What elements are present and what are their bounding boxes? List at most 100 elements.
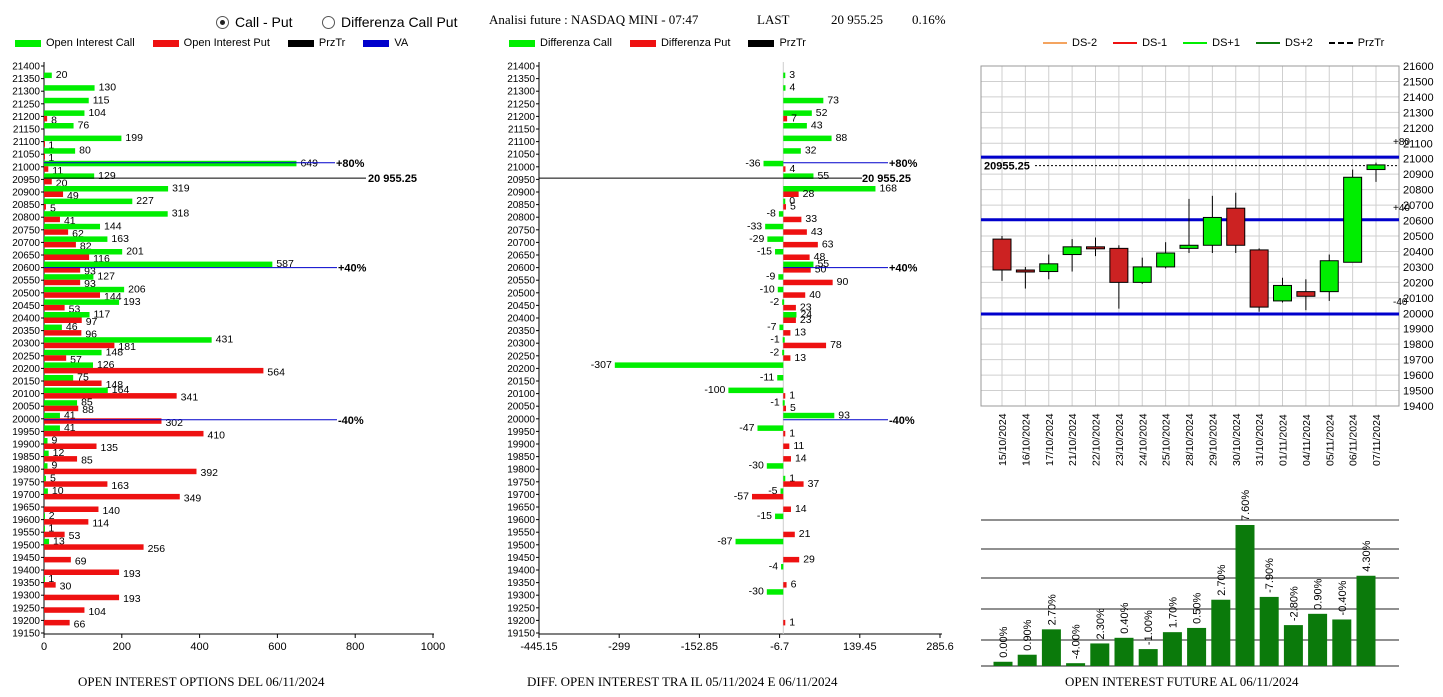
diff-call-bar-label: -29: [749, 233, 764, 245]
y-tick-label: 20600: [12, 263, 40, 274]
legend-candle: DS-2 DS-1 DS+1 DS+2 PrzTr: [1043, 37, 1384, 49]
oi-bar: [1235, 525, 1255, 666]
call-bar-label: 130: [99, 82, 117, 94]
legend-oi: Open Interest Call Open Interest Put Prz…: [15, 37, 408, 49]
call-bar: [44, 337, 212, 343]
put-bar-label: 41: [64, 215, 76, 227]
diff-put-bar-label: 14: [795, 453, 807, 465]
candle-body: [1273, 284, 1292, 302]
diff-put-bar-label: 90: [837, 276, 849, 288]
radio-unselected-icon[interactable]: [322, 15, 335, 29]
y-tick-label: 19800: [507, 465, 535, 476]
candle-body: [992, 238, 1012, 271]
legend-swatch-prztr: [1328, 42, 1353, 44]
y-tick-label: 20000: [1403, 308, 1434, 320]
diff-put-bar: [783, 393, 786, 399]
diff-call-bar-label: 168: [879, 183, 897, 195]
call-bar: [44, 160, 297, 167]
call-bar-label: 12: [53, 447, 65, 459]
diff-call-bar: [780, 488, 784, 494]
put-bar-label: 97: [86, 316, 98, 328]
oi-bar: [1308, 613, 1328, 666]
call-bar: [44, 438, 48, 444]
put-bar: [44, 456, 78, 462]
call-bar: [44, 186, 169, 192]
y-tick-label: 20900: [507, 188, 535, 199]
diff-put-bar-label: 1: [789, 390, 795, 402]
y-tick-label: 20400: [12, 314, 40, 325]
put-bar-label: 49: [67, 190, 79, 202]
x-tick-label: -6.7: [770, 641, 789, 653]
put-bar-label: 8: [51, 114, 57, 126]
y-tick-label: 20700: [507, 238, 535, 249]
diff-call-bar-label: -1: [770, 334, 779, 346]
diff-put-bar-label: 11: [793, 440, 804, 452]
y-tick-label: 20800: [12, 213, 40, 224]
candle-body: [1202, 216, 1222, 246]
diff-call-bar-label: 24: [800, 309, 812, 321]
y-tick-label: 21500: [1403, 76, 1434, 88]
put-bar: [44, 216, 60, 223]
oi-bar: [1162, 632, 1182, 666]
oi-bar: [1187, 627, 1207, 666]
candle-body: [1132, 266, 1152, 283]
put-bar-label: 564: [267, 366, 285, 378]
radio-selected-icon[interactable]: [216, 15, 229, 29]
y-tick-label: 20750: [12, 225, 40, 236]
radio-call-put[interactable]: Call - Put: [216, 14, 293, 30]
y-tick-label: 19550: [507, 528, 535, 539]
y-tick-label: 20400: [1403, 246, 1434, 258]
y-tick-label: 20300: [507, 339, 535, 350]
diff-call-bar: [781, 564, 784, 570]
legend-label: PrzTr: [779, 37, 806, 49]
candle-body: [1226, 207, 1246, 246]
diff-call-bar: [783, 412, 835, 419]
call-bar-label: 1: [48, 573, 54, 585]
diff-call-bar: [783, 85, 786, 91]
diff-call-bar: [783, 148, 801, 154]
diff-call-bar: [763, 160, 784, 167]
diff-call-bar-label: 1: [789, 472, 795, 484]
x-tick-label: 800: [346, 641, 364, 653]
y-tick-label: 20750: [507, 225, 535, 236]
put-bar-label: 392: [200, 467, 218, 479]
put-bar-label: 135: [101, 442, 119, 454]
diff-put-bar: [783, 216, 802, 223]
y-tick-label: 19900: [507, 440, 535, 451]
diff-call-bar-label: 3: [789, 69, 795, 81]
call-bar: [44, 261, 273, 268]
diff-call-bar-label: -87: [717, 535, 732, 547]
radio-differenza[interactable]: Differenza Call Put: [322, 14, 457, 30]
y-tick-label: 20350: [507, 326, 535, 337]
diff-put-bar: [783, 506, 791, 512]
diff-put-bar: [783, 204, 787, 210]
put-bar: [44, 443, 97, 449]
put-bar-label: 140: [102, 505, 120, 517]
call-bar-label: 10: [52, 485, 64, 497]
y-tick-label: 21150: [13, 125, 41, 136]
call-bar: [44, 526, 45, 532]
y-tick-label: 20850: [507, 200, 535, 211]
y-tick-label: 19450: [507, 553, 535, 564]
oi-bar-label: -7.90%: [1264, 558, 1276, 593]
footer-fut: OPEN INTEREST FUTURE AL 06/11/2024: [1065, 674, 1299, 689]
legend-swatch-prztr: [748, 39, 775, 47]
diff-call-bar-label: -2: [770, 296, 779, 308]
put-bar-label: 1: [48, 152, 54, 164]
put-bar-label: 93: [84, 266, 96, 278]
call-bar: [44, 324, 62, 331]
put-bar-label: 53: [69, 530, 81, 542]
diff-call-bar-label: -33: [747, 220, 762, 232]
put-bar-label: 104: [88, 606, 106, 618]
diff-call-bar: [783, 186, 876, 192]
diff-put-bar-label: 63: [822, 238, 834, 250]
call-bar: [44, 425, 60, 431]
put-bar: [44, 178, 52, 185]
diff-put-bar: [783, 430, 786, 437]
diff-call-bar-label: -4: [769, 561, 778, 573]
va-label: +80%: [336, 158, 365, 170]
call-bar: [44, 362, 94, 368]
call-bar: [44, 475, 46, 482]
y-tick-label: 20900: [12, 188, 40, 199]
put-bar: [44, 430, 204, 437]
